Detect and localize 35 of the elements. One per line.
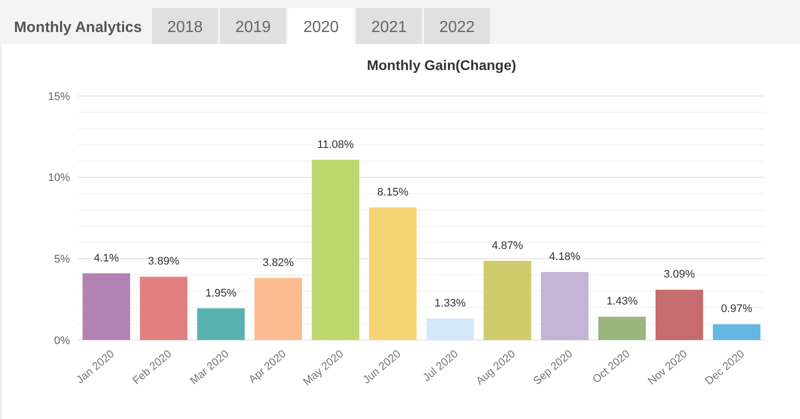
- data-label: 1.43%: [606, 296, 638, 308]
- data-label: 3.09%: [664, 268, 696, 281]
- data-label: 8.15%: [377, 186, 409, 198]
- y-tick-label: 15%: [48, 90, 70, 103]
- bar: [369, 207, 417, 340]
- bar: [254, 278, 302, 340]
- bar: [82, 273, 130, 340]
- y-tick-label: 10%: [48, 172, 70, 184]
- data-label: 4.1%: [94, 252, 120, 264]
- y-tick-label: 5%: [54, 254, 70, 266]
- bar: [312, 160, 360, 340]
- text: 2018: [167, 19, 203, 36]
- bar: [197, 308, 245, 340]
- y-tick-label: 0%: [54, 334, 70, 347]
- bar: [656, 290, 704, 340]
- text: 2021: [371, 19, 407, 36]
- bar: [426, 318, 474, 340]
- chart-title: Monthly Gain(Change): [366, 57, 516, 73]
- data-label: 0.97%: [721, 303, 752, 316]
- bar: [140, 276, 188, 340]
- data-label: 1.33%: [434, 297, 466, 310]
- data-label: 3.82%: [262, 256, 294, 269]
- data-label: 4.87%: [492, 240, 524, 252]
- bar: [484, 260, 532, 340]
- data-label: 11.08%: [317, 138, 354, 151]
- text: 2022: [439, 19, 475, 36]
- text: Monthly Analytics: [14, 19, 142, 36]
- text: 2019: [235, 19, 271, 36]
- bar: [712, 324, 760, 340]
- bar: [540, 272, 589, 340]
- bar: [598, 316, 646, 340]
- data-label: 4.18%: [549, 251, 581, 264]
- data-label: 3.89%: [148, 256, 180, 268]
- text: 2020: [303, 19, 339, 36]
- data-label: 1.95%: [205, 287, 237, 300]
